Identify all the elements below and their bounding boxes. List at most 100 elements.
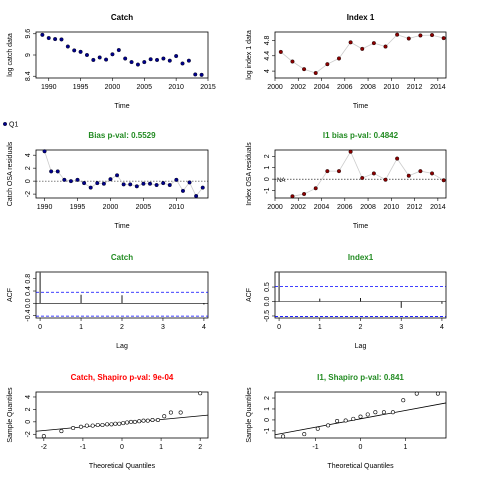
catch_series-data-point [135, 62, 140, 67]
catch_acf-y-tick-label: -0.4 [25, 309, 32, 321]
catch_series-data-point [91, 57, 96, 62]
index_qq-title: I1, Shapiro p-val: 0.841 [317, 373, 404, 382]
catch_qq-y-axis-label: Sample Quantiles [7, 387, 14, 443]
index_qq-data-point [343, 418, 348, 423]
catch_osa-title: Bias p-val: 0.5529 [88, 131, 156, 140]
catch_osa-data-point [148, 181, 153, 186]
index_qq-x-tick-label: -1 [312, 444, 318, 451]
index_acf-title: Index1 [348, 253, 374, 262]
index_series-series-line [280, 34, 444, 74]
catch_osa-data-point [180, 188, 185, 193]
catch_qq-y-tick-label: 4 [25, 395, 32, 399]
catch_osa-data-point [134, 184, 139, 189]
catch_osa-data-point [141, 181, 146, 186]
index_qq-data-point [326, 423, 331, 428]
index_qq-data-point [351, 416, 356, 421]
catch_series-y-tick-label: 9 [25, 53, 32, 57]
catch_acf-plot-frame [35, 271, 209, 319]
index_series-data-point [418, 33, 423, 38]
index_osa-data-point [348, 149, 353, 154]
catch_acf-x-tick-label: 3 [161, 324, 165, 331]
index_qq-data-point [335, 419, 340, 424]
index_qq-data-point [435, 391, 440, 396]
catch_acf-y-tick-label: 0.4 [25, 286, 32, 296]
index_qq-data-point [414, 391, 419, 396]
catch_qq-data-point [59, 429, 64, 434]
index_series-data-point [348, 40, 353, 45]
index_osa-y-tick-label: 0 [264, 177, 271, 181]
catch_series-x-tick-label: 2005 [137, 84, 153, 91]
index_series-data-point [360, 46, 365, 51]
index_qq-x-tick-label: 0 [359, 444, 363, 451]
catch_osa-y-tick-label: -2 [25, 191, 32, 197]
catch_series-data-point [161, 56, 166, 61]
catch_osa-data-point [75, 177, 80, 182]
catch_series-data-point [199, 72, 204, 77]
index_osa-title: I1 bias p-val: 0.4842 [323, 131, 399, 140]
catch_series-data-point [104, 57, 109, 62]
catch_qq-data-point [168, 410, 173, 415]
catch_osa-data-point [95, 181, 100, 186]
catch_acf-y-axis-label: ACF [7, 288, 14, 302]
legend-marker [3, 121, 7, 126]
catch_osa-data-point [82, 181, 87, 186]
index_acf-x-tick-label: 4 [440, 324, 444, 331]
catch_qq-data-point [90, 423, 95, 428]
catch_qq-data-point [113, 421, 118, 426]
catch_series-data-point [142, 60, 147, 65]
catch_acf-x-tick-label: 4 [202, 324, 206, 331]
catch_qq-data-point [132, 419, 137, 424]
index_osa-y-tick-label: 1 [264, 166, 271, 170]
index_acf-plot-frame [274, 271, 447, 319]
catch_qq-data-point [125, 420, 130, 425]
catch_qq-data-point [150, 417, 155, 422]
index_qq-data-point [401, 398, 406, 403]
catch_osa-y-tick-label: 2 [25, 166, 32, 170]
catch_series-data-point [186, 58, 191, 63]
catch_series-y-axis-label: log catch data [7, 33, 14, 77]
catch_osa-x-axis-label: Time [114, 223, 129, 230]
index_osa-x-tick-label: 2012 [407, 204, 423, 211]
index_qq-x-axis-label: Theoretical Quantiles [327, 463, 394, 470]
catch_qq-x-tick-label: 0 [120, 444, 124, 451]
index_qq-y-tick-label: -1 [264, 428, 271, 434]
index_acf-x-tick-label: 1 [318, 324, 322, 331]
index_osa-data-point [325, 169, 330, 174]
index_series-data-point [441, 36, 446, 41]
catch_acf-x-axis-label: Lag [116, 343, 128, 350]
index_acf-y-axis-label: ACF [246, 288, 253, 302]
catch_osa-series-line [44, 151, 204, 197]
catch_osa-y-tick-label: 4 [25, 153, 32, 157]
catch_qq-data-point [78, 424, 83, 429]
catch_qq-data-point [145, 418, 150, 423]
catch_osa-data-point [88, 185, 93, 190]
index_qq-data-point [281, 434, 286, 439]
index_qq-data-point [358, 414, 363, 419]
catch_series-data-point [53, 37, 58, 42]
catch_osa-y-axis-label: Catch OSA residuals [7, 141, 14, 206]
index_series-data-point [336, 56, 341, 61]
catch_qq-data-point [105, 422, 110, 427]
index_qq-y-tick-label: 0 [264, 418, 271, 422]
index_osa-x-tick-label: 2014 [430, 204, 446, 211]
index_osa-data-point [290, 194, 295, 199]
catch_series-data-point [78, 49, 83, 54]
catch_series-data-point [129, 60, 134, 65]
catch_acf-x-tick-label: 2 [120, 324, 124, 331]
index_series-plot-frame [274, 31, 447, 79]
catch_qq-x-tick-label: -1 [80, 444, 86, 451]
catch_series-data-point [193, 72, 198, 77]
catch_osa-data-point [101, 181, 106, 186]
index_series-x-tick-label: 2014 [430, 84, 446, 91]
catch_osa-x-tick-label: 1990 [37, 204, 53, 211]
index_qq-x-tick-label: 1 [404, 444, 408, 451]
catch_acf-x-tick-label: 0 [38, 324, 42, 331]
index_osa-x-tick-label: 2004 [314, 204, 330, 211]
index_osa-data-point [371, 171, 376, 176]
index_osa-x-tick-label: 2010 [384, 204, 400, 211]
catch_qq-x-tick-label: -2 [41, 444, 47, 451]
index_osa-data-point [360, 175, 365, 180]
catch_series-data-point [72, 48, 77, 53]
index_series-y-axis-label: log index 1 data [246, 30, 253, 80]
index_osa-data-point [418, 169, 423, 174]
